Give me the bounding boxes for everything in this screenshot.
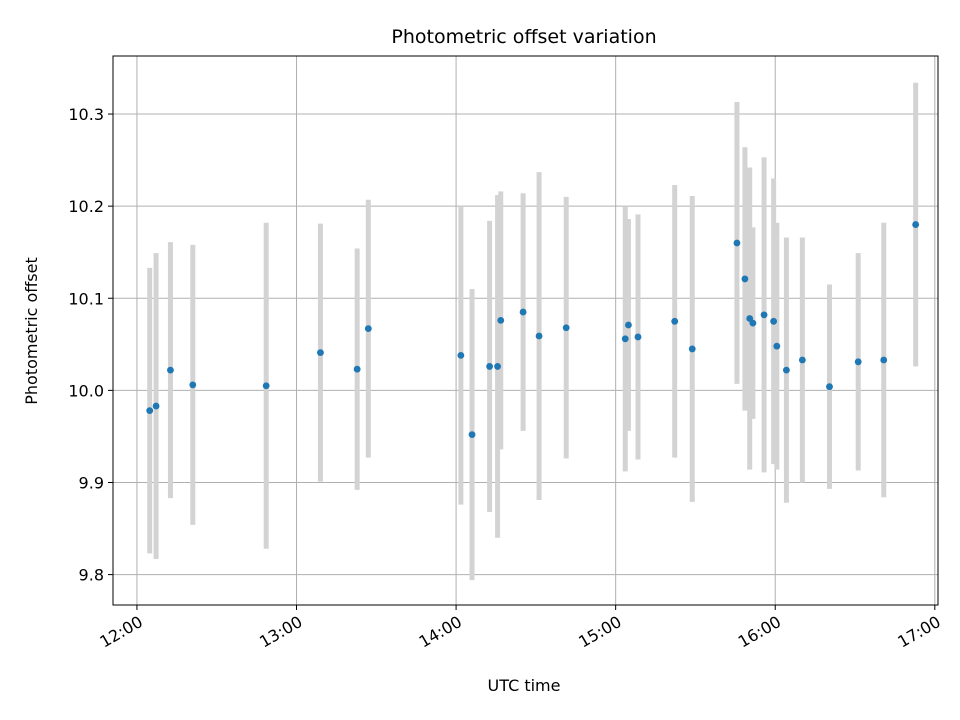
tick-layer: 12:00 13:00 14:00 15:00 16:00 17:009.89.910.0… [68,105,943,651]
data-point [770,317,778,325]
data-point [519,308,527,316]
data-point [317,349,324,357]
data-point [798,356,806,364]
data-point [353,365,361,373]
data-point [167,366,174,374]
data-point [535,332,543,340]
data-point [364,325,372,333]
y-axis-title: Photometric offset [22,257,41,405]
data-point [826,383,833,391]
data-point [486,363,493,370]
data-point [497,316,505,324]
data-point [625,321,632,329]
y-tick-label: 10.3 [68,105,104,124]
data-point [912,221,920,228]
data-point [880,356,888,364]
data-point [457,351,465,359]
data-point [262,382,270,390]
data-point [760,311,768,319]
data-point [783,366,790,374]
data-point [749,319,757,327]
y-tick-label: 10.2 [68,197,104,216]
data-point [146,407,154,415]
chart-title: Photometric offset variation [391,26,656,48]
x-axis-title: UTC time [488,676,561,695]
data-point [688,345,696,353]
data-point [494,363,501,370]
y-tick-label: 9.9 [79,473,104,492]
data-point [773,342,781,350]
y-tick-label: 10.1 [68,289,104,308]
data-point [733,239,741,247]
data-point [854,358,862,366]
data-point [741,275,749,283]
data-point [189,381,197,389]
data-point [468,431,476,438]
y-tick-label: 10.0 [68,381,104,400]
data-point [634,333,642,341]
data-point [621,335,629,343]
point-layer [146,221,920,438]
data-point [671,317,679,325]
y-tick-label: 9.8 [79,566,104,585]
plot-frame [112,55,939,606]
data-point [152,402,160,410]
data-point [562,324,570,332]
